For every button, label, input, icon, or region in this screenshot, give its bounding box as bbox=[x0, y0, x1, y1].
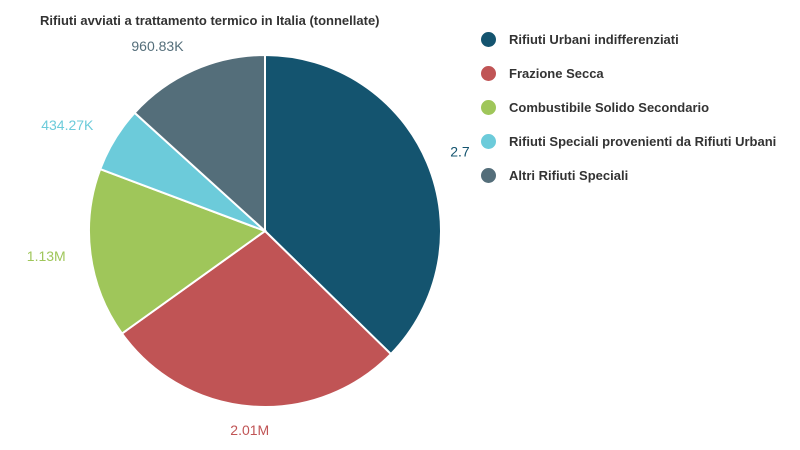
legend-marker bbox=[481, 31, 496, 47]
legend-item[interactable]: Frazione Secca bbox=[481, 56, 800, 90]
slice-altri-rifiuti-speciali[interactable] bbox=[133, 53, 266, 234]
slice-frazione-secca[interactable] bbox=[120, 229, 393, 408]
pie-data-labels: 2.7 2.01M 1.13M 434.27K 960.83K bbox=[27, 38, 470, 438]
legend-label: Combustibile Solido Secondario bbox=[509, 99, 710, 115]
legend: Rifiuti Urbani indifferenziati Frazione … bbox=[481, 22, 800, 192]
legend-marker bbox=[481, 65, 496, 81]
legend-item[interactable]: Rifiuti Speciali provenienti da Rifiuti … bbox=[481, 124, 800, 158]
legend-marker bbox=[481, 167, 496, 183]
legend-item[interactable]: Combustibile Solido Secondario bbox=[481, 90, 800, 124]
data-label: 2.01M bbox=[230, 422, 269, 438]
legend-item[interactable]: Altri Rifiuti Speciali bbox=[481, 158, 800, 192]
pie-slices bbox=[88, 53, 442, 408]
slice-combustibile-solido-secondario[interactable] bbox=[88, 167, 268, 335]
data-label: 434.27K bbox=[41, 117, 94, 133]
legend-label: Rifiuti Urbani indifferenziati bbox=[509, 31, 679, 47]
legend-label: Rifiuti Speciali provenienti da Rifiuti … bbox=[509, 133, 777, 149]
legend-label: Altri Rifiuti Speciali bbox=[509, 167, 629, 183]
legend-item[interactable]: Rifiuti Urbani indifferenziati bbox=[481, 22, 800, 56]
legend-marker bbox=[481, 99, 496, 115]
data-label: 1.13M bbox=[27, 248, 66, 264]
legend-marker bbox=[481, 133, 496, 149]
data-label: 960.83K bbox=[131, 38, 184, 54]
data-label: 2.7 bbox=[450, 144, 470, 160]
slice-rifiuti-urbani-indifferenziati[interactable] bbox=[264, 53, 442, 356]
chart-title: Rifiuti avviati a trattamento termico in… bbox=[40, 13, 380, 28]
legend-label: Frazione Secca bbox=[509, 65, 604, 81]
